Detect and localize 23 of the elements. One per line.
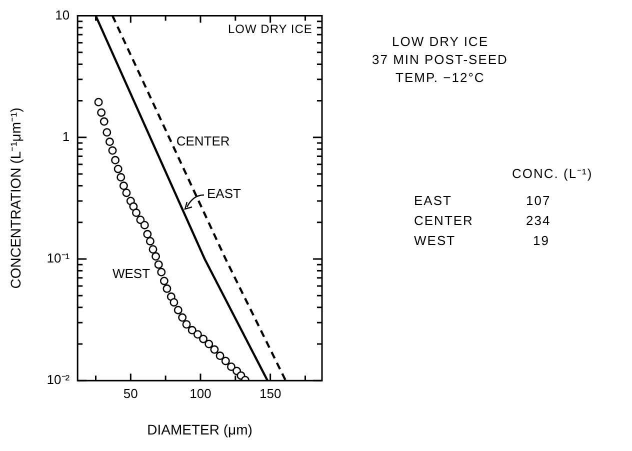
text: 37 MIN POST-SEED bbox=[372, 52, 508, 67]
text: TEMP. −12°C bbox=[396, 70, 485, 85]
series-label: CENTER bbox=[176, 134, 230, 149]
y-tick-label: 10 bbox=[55, 7, 70, 22]
text: 19 bbox=[533, 233, 550, 248]
text: WEST bbox=[414, 233, 456, 248]
text: 234 bbox=[526, 213, 551, 228]
text: CONC. (L⁻¹) bbox=[512, 165, 593, 182]
x-tick-label: 100 bbox=[190, 386, 212, 401]
x-tick-label: 150 bbox=[259, 386, 282, 401]
text: 107 bbox=[526, 193, 551, 208]
annotation: LOW DRY ICE bbox=[228, 22, 312, 36]
series-label: WEST bbox=[112, 266, 150, 281]
x-tick-label: 50 bbox=[123, 386, 138, 401]
x-axis-title: DIAMETER (μm) bbox=[147, 421, 252, 438]
y-axis-title: CONCENTRATION (L⁻¹μm⁻¹) bbox=[7, 108, 24, 289]
text: EAST bbox=[414, 193, 452, 208]
text: LOW DRY ICE bbox=[392, 34, 488, 49]
text: CENTER bbox=[414, 213, 474, 228]
y-tick-label: 10⁻¹ bbox=[46, 250, 70, 266]
y-tick-label: 10⁻² bbox=[46, 372, 70, 388]
y-tick-label: 1 bbox=[62, 128, 70, 144]
legend-label: EAST bbox=[207, 186, 242, 202]
